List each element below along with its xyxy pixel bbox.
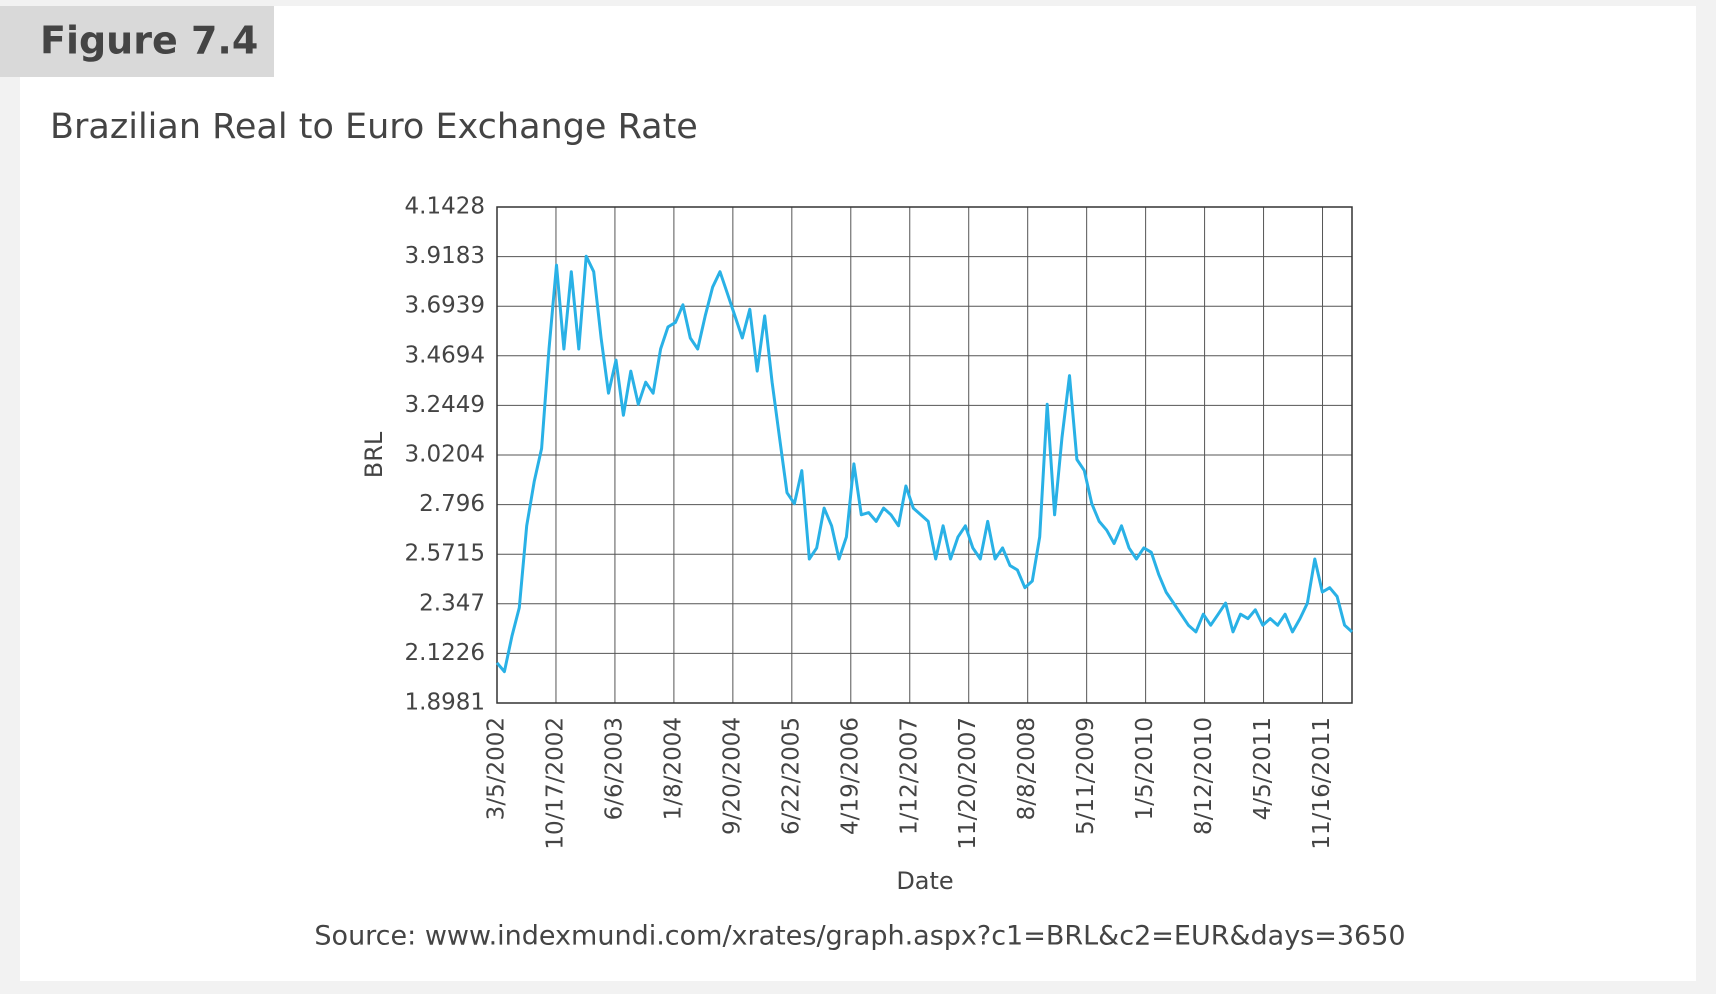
x-tick-label: 9/20/2004 bbox=[719, 717, 745, 835]
x-tick-label: 11/16/2011 bbox=[1309, 717, 1335, 850]
y-tick-label: 2.796 bbox=[419, 491, 485, 517]
y-tick-label: 2.347 bbox=[419, 590, 485, 616]
chart-title: Brazilian Real to Euro Exchange Rate bbox=[50, 107, 698, 147]
x-tick-label: 1/12/2007 bbox=[896, 717, 922, 835]
y-tick-label: 4.1428 bbox=[405, 194, 485, 220]
y-tick-label: 2.1226 bbox=[405, 640, 485, 666]
x-tick-label: 1/5/2010 bbox=[1132, 717, 1158, 820]
x-tick-label: 11/20/2007 bbox=[955, 717, 981, 850]
x-tick-label: 4/5/2011 bbox=[1250, 717, 1276, 820]
source-note: Source: www.indexmundi.com/xrates/graph.… bbox=[314, 921, 1405, 952]
x-tick-label: 3/5/2002 bbox=[484, 717, 510, 820]
x-tick-label: 6/22/2005 bbox=[778, 717, 804, 835]
figure-label-box bbox=[0, 6, 274, 77]
x-axis-label: Date bbox=[896, 867, 953, 895]
x-tick-label: 1/8/2004 bbox=[660, 717, 686, 820]
y-tick-label: 3.4694 bbox=[405, 342, 485, 368]
x-tick-label: 10/17/2002 bbox=[542, 717, 568, 850]
y-tick-label: 3.2449 bbox=[405, 392, 485, 418]
x-tick-label: 5/11/2009 bbox=[1073, 717, 1099, 835]
price-line bbox=[495, 254, 1354, 674]
y-tick-label: 2.5715 bbox=[405, 541, 485, 567]
x-tick-label: 8/8/2008 bbox=[1014, 717, 1040, 820]
x-tick-label: 4/19/2006 bbox=[837, 717, 863, 835]
x-tick-label: 8/12/2010 bbox=[1191, 717, 1217, 835]
y-tick-label: 3.0204 bbox=[405, 442, 485, 468]
y-tick-label: 3.9183 bbox=[405, 243, 485, 269]
y-axis-label: BRL bbox=[360, 431, 388, 478]
x-tick-label: 6/6/2003 bbox=[601, 717, 627, 820]
y-tick-label: 1.8981 bbox=[405, 690, 485, 716]
plot-frame bbox=[496, 206, 1353, 704]
figure-label: Figure 7.4 bbox=[40, 19, 258, 63]
y-tick-label: 3.6939 bbox=[405, 293, 485, 319]
